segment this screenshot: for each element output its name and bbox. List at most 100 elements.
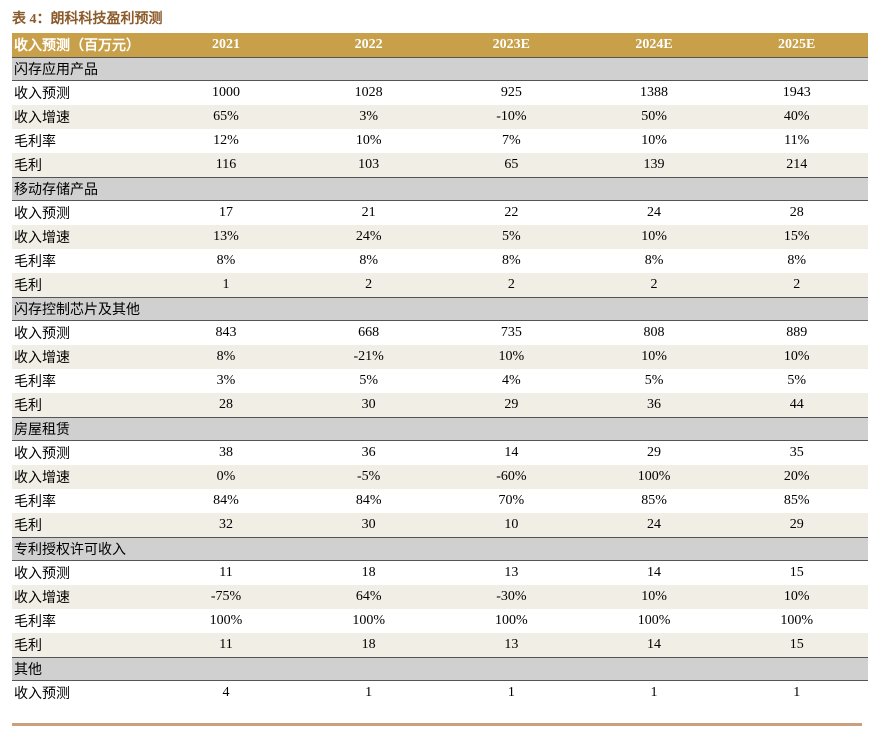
data-row: 毛利率 12% 10% 7% 10% 11% xyxy=(12,129,868,153)
cell: 1 xyxy=(365,685,373,700)
cell: 100% xyxy=(637,469,671,484)
data-row: 毛利 28 30 29 36 44 xyxy=(12,393,868,417)
cell: 10% xyxy=(641,589,667,604)
cell: 1 xyxy=(222,277,230,292)
cell: 36 xyxy=(647,397,662,412)
cell: 7% xyxy=(502,133,521,148)
cell: -10% xyxy=(496,109,527,124)
header-row: 收入预测（百万元） 2021 2022 2023E 2024E 2025E xyxy=(12,33,868,57)
data-row: 收入增速 0% -5% -60% 100% 20% xyxy=(12,465,868,489)
row-label: 毛利 xyxy=(14,399,42,414)
cell: 1943 xyxy=(782,85,811,100)
cell: 36 xyxy=(361,445,376,460)
cell: 29 xyxy=(647,445,662,460)
cell: 20% xyxy=(783,469,810,484)
cell: 214 xyxy=(786,157,808,172)
cell: 843 xyxy=(215,325,237,340)
column-header: 2023E xyxy=(492,37,531,52)
cell: 11 xyxy=(219,565,233,580)
cell: 65 xyxy=(504,157,519,172)
column-header: 2021 xyxy=(212,37,240,52)
cell: 28 xyxy=(789,205,804,220)
row-label: 毛利 xyxy=(14,639,42,654)
data-row: 毛利 32 30 10 24 29 xyxy=(12,513,868,537)
cell: 10% xyxy=(355,133,382,148)
row-label: 收入增速 xyxy=(14,591,70,606)
cell: 24 xyxy=(647,517,662,532)
cell: 14 xyxy=(647,637,662,652)
cell: 100% xyxy=(495,613,528,628)
data-row: 收入增速 13% 24% 5% 10% 15% xyxy=(12,225,868,249)
cell: 8% xyxy=(787,253,807,268)
row-label: 毛利 xyxy=(14,519,42,534)
cell: -21% xyxy=(353,349,384,364)
row-label: 收入预测 xyxy=(14,447,70,462)
data-row: 毛利率 84% 84% 70% 85% 85% xyxy=(12,489,868,513)
section-label: 专利授权许可收入 xyxy=(14,543,126,558)
cell: 24 xyxy=(647,205,662,220)
section-label: 房屋租赁 xyxy=(14,423,70,438)
cell: 15% xyxy=(783,229,810,244)
cell: 8% xyxy=(359,253,379,268)
cell: 65% xyxy=(213,109,239,124)
cell: 808 xyxy=(643,325,665,340)
row-label: 毛利率 xyxy=(14,495,56,510)
data-row: 毛利率 8% 8% 8% 8% 8% xyxy=(12,249,868,273)
data-row: 收入增速 -75% 64% -30% 10% 10% xyxy=(12,585,868,609)
cell: -60% xyxy=(496,469,527,484)
row-label: 毛利 xyxy=(14,279,42,294)
cell: -30% xyxy=(496,589,527,604)
data-row: 毛利 1 2 2 2 2 xyxy=(12,273,868,297)
cell: 2 xyxy=(650,277,658,292)
table: 收入预测（百万元） 2021 2022 2023E 2024E 2025E 闪存应用产品 收入… xyxy=(12,33,868,705)
cell: 22 xyxy=(504,205,519,220)
cell: 13 xyxy=(504,565,519,580)
cell: 3% xyxy=(359,109,379,124)
cell: 50% xyxy=(641,109,667,124)
cell: 28 xyxy=(219,397,233,412)
cell: 116 xyxy=(215,157,237,172)
cell: 14 xyxy=(504,445,519,460)
data-row: 收入预测 4 1 1 1 1 xyxy=(12,681,868,705)
cell: 735 xyxy=(500,325,522,340)
cell: 84% xyxy=(355,493,382,508)
cell: 15 xyxy=(789,565,804,580)
cell: 10% xyxy=(641,349,667,364)
cell: 668 xyxy=(358,325,380,340)
cell: 5% xyxy=(787,373,807,388)
footer-rule xyxy=(12,723,862,726)
section-label: 闪存应用产品 xyxy=(14,63,98,78)
cell: 5% xyxy=(502,229,521,244)
data-row: 毛利 11 18 13 14 15 xyxy=(12,633,868,657)
cell: 85% xyxy=(641,493,667,508)
data-row: 毛利 116 103 65 139 214 xyxy=(12,153,868,177)
cell: 10% xyxy=(641,133,667,148)
cell: -5% xyxy=(357,469,381,484)
cell: 103 xyxy=(358,157,380,172)
cell: 70% xyxy=(498,493,525,508)
row-label: 收入预测 xyxy=(14,87,70,102)
cell: 29 xyxy=(789,517,804,532)
cell: 10% xyxy=(783,349,810,364)
cell: 13 xyxy=(504,637,519,652)
cell: 2 xyxy=(507,277,515,292)
cell: 8% xyxy=(216,253,236,268)
row-label: 收入预测 xyxy=(14,567,70,582)
cell: 11 xyxy=(219,637,233,652)
cell: 84% xyxy=(213,493,239,508)
cell: 85% xyxy=(783,493,810,508)
row-label: 收入增速 xyxy=(14,471,70,486)
cell: 12% xyxy=(213,133,239,148)
section-row: 闪存应用产品 xyxy=(12,57,868,81)
data-row: 收入预测 843 668 735 808 889 xyxy=(12,321,868,345)
cell: 0% xyxy=(216,469,236,484)
row-label: 收入预测 xyxy=(14,327,70,342)
data-row: 收入预测 38 36 14 29 35 xyxy=(12,441,868,465)
data-row: 毛利率 3% 5% 4% 5% 5% xyxy=(12,369,868,393)
cell: -75% xyxy=(210,589,242,604)
cell: 15 xyxy=(789,637,804,652)
data-row: 收入预测 1000 1028 925 1388 1943 xyxy=(12,81,868,105)
cell: 1 xyxy=(507,685,515,700)
cell: 100% xyxy=(637,613,671,628)
section-label: 其他 xyxy=(14,663,42,678)
